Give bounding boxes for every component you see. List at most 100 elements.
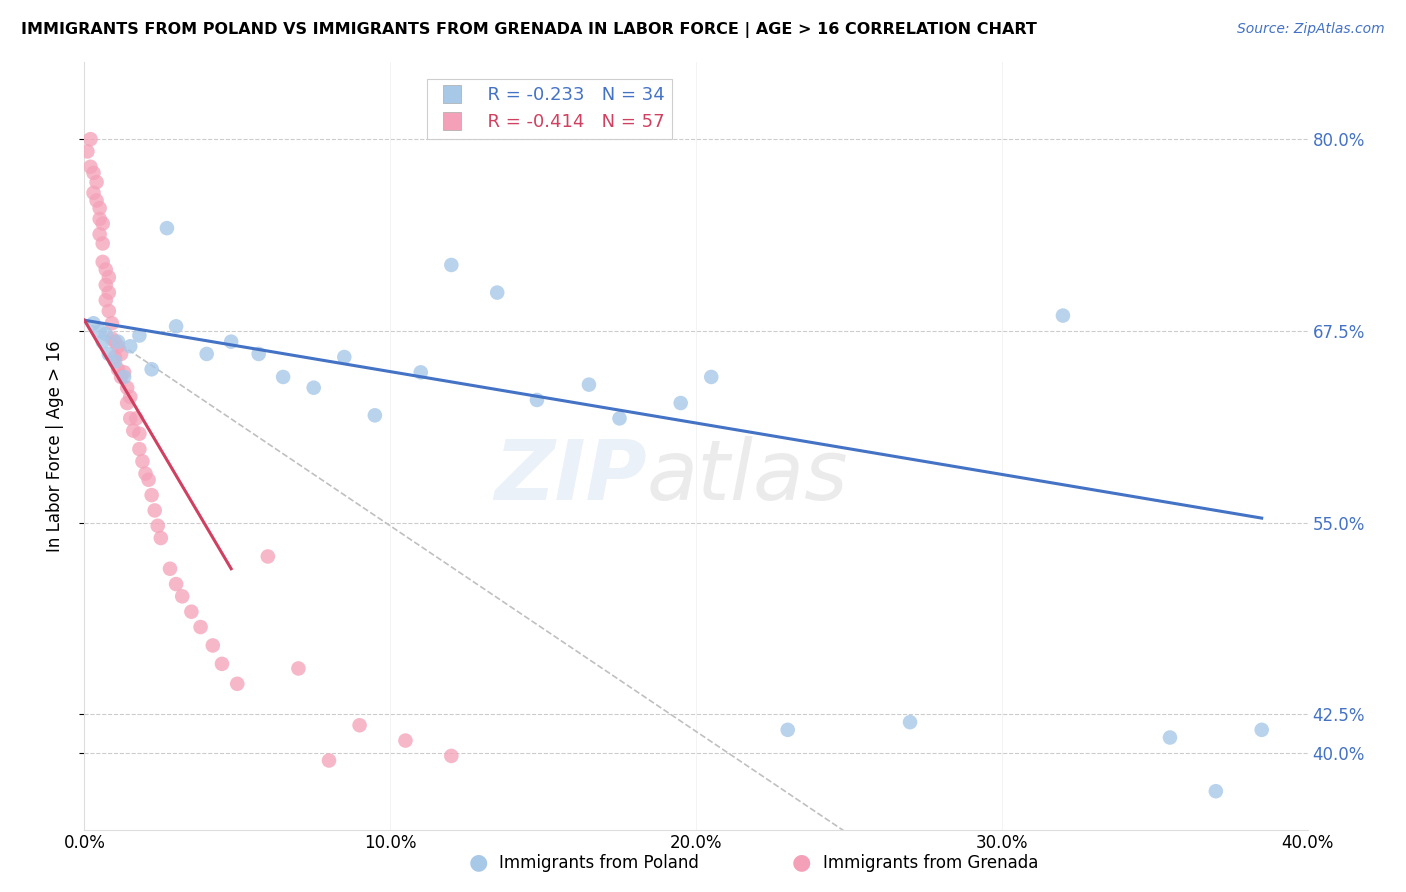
- Point: [195, 347, 218, 361]
- Point: [97, 304, 120, 318]
- Point: [83, 316, 105, 330]
- Point: [486, 285, 509, 300]
- Point: [128, 328, 150, 343]
- Point: [409, 365, 432, 379]
- Point: [94, 326, 117, 341]
- Point: [97, 270, 120, 285]
- Point: [76, 145, 98, 159]
- Point: [219, 334, 242, 349]
- Point: [101, 332, 124, 346]
- Text: atlas: atlas: [647, 436, 849, 517]
- Text: ●: ●: [468, 853, 488, 872]
- Point: [394, 733, 416, 747]
- Point: [211, 657, 233, 671]
- Point: [440, 748, 463, 763]
- Point: [104, 354, 127, 368]
- Point: [104, 350, 127, 364]
- Text: ZIP: ZIP: [495, 436, 647, 517]
- Point: [112, 370, 135, 384]
- Legend:   R = -0.233   N = 34,   R = -0.414   N = 57: R = -0.233 N = 34, R = -0.414 N = 57: [427, 79, 672, 138]
- Point: [271, 370, 294, 384]
- Point: [86, 175, 108, 189]
- Point: [107, 362, 129, 376]
- Point: [149, 531, 172, 545]
- Point: [120, 411, 142, 425]
- Point: [91, 217, 114, 231]
- Point: [180, 605, 202, 619]
- Text: Source: ZipAtlas.com: Source: ZipAtlas.com: [1237, 22, 1385, 37]
- Point: [115, 381, 138, 395]
- Point: [110, 370, 132, 384]
- Point: [89, 211, 111, 226]
- Point: [669, 396, 692, 410]
- Point: [89, 227, 111, 242]
- Point: [91, 334, 114, 349]
- Point: [141, 362, 163, 376]
- Y-axis label: In Labor Force | Age > 16: In Labor Force | Age > 16: [45, 340, 63, 552]
- Point: [349, 718, 371, 732]
- Point: [146, 518, 169, 533]
- Point: [440, 258, 463, 272]
- Point: [165, 319, 187, 334]
- Point: [190, 620, 212, 634]
- Point: [91, 236, 114, 251]
- Point: [141, 488, 163, 502]
- Point: [86, 194, 108, 208]
- Point: [128, 442, 150, 456]
- Point: [83, 166, 105, 180]
- Point: [110, 347, 132, 361]
- Point: [89, 201, 111, 215]
- Point: [1250, 723, 1272, 737]
- Point: [120, 339, 142, 353]
- Point: [138, 473, 160, 487]
- Point: [83, 186, 105, 200]
- Text: ●: ●: [792, 853, 811, 872]
- Point: [131, 454, 153, 468]
- Point: [318, 754, 340, 768]
- Point: [287, 661, 309, 675]
- Point: [257, 549, 280, 564]
- Point: [79, 160, 101, 174]
- Point: [156, 221, 179, 235]
- Point: [115, 396, 138, 410]
- Point: [578, 377, 600, 392]
- Point: [526, 392, 548, 407]
- Point: [609, 411, 631, 425]
- Point: [125, 411, 148, 425]
- Point: [94, 262, 117, 277]
- Point: [302, 381, 325, 395]
- Point: [247, 347, 270, 361]
- Text: Immigrants from Poland: Immigrants from Poland: [499, 855, 699, 872]
- Point: [104, 334, 127, 349]
- Point: [333, 350, 356, 364]
- Point: [364, 409, 387, 423]
- Point: [112, 365, 135, 379]
- Point: [776, 723, 799, 737]
- Point: [172, 590, 194, 604]
- Point: [201, 639, 224, 653]
- Text: Immigrants from Grenada: Immigrants from Grenada: [823, 855, 1038, 872]
- Point: [128, 426, 150, 441]
- Point: [165, 577, 187, 591]
- Point: [94, 277, 117, 292]
- Point: [97, 285, 120, 300]
- Point: [898, 715, 921, 730]
- Point: [122, 424, 145, 438]
- Point: [101, 316, 124, 330]
- Point: [94, 293, 117, 308]
- Point: [107, 339, 129, 353]
- Point: [1159, 731, 1181, 745]
- Point: [97, 347, 120, 361]
- Point: [135, 467, 157, 481]
- Point: [700, 370, 723, 384]
- Point: [143, 503, 166, 517]
- Point: [91, 255, 114, 269]
- Text: IMMIGRANTS FROM POLAND VS IMMIGRANTS FROM GRENADA IN LABOR FORCE | AGE > 16 CORR: IMMIGRANTS FROM POLAND VS IMMIGRANTS FRO…: [21, 22, 1038, 38]
- Point: [79, 132, 101, 146]
- Point: [107, 334, 129, 349]
- Point: [226, 677, 249, 691]
- Point: [1052, 309, 1074, 323]
- Point: [120, 390, 142, 404]
- Point: [1205, 784, 1227, 798]
- Point: [159, 562, 181, 576]
